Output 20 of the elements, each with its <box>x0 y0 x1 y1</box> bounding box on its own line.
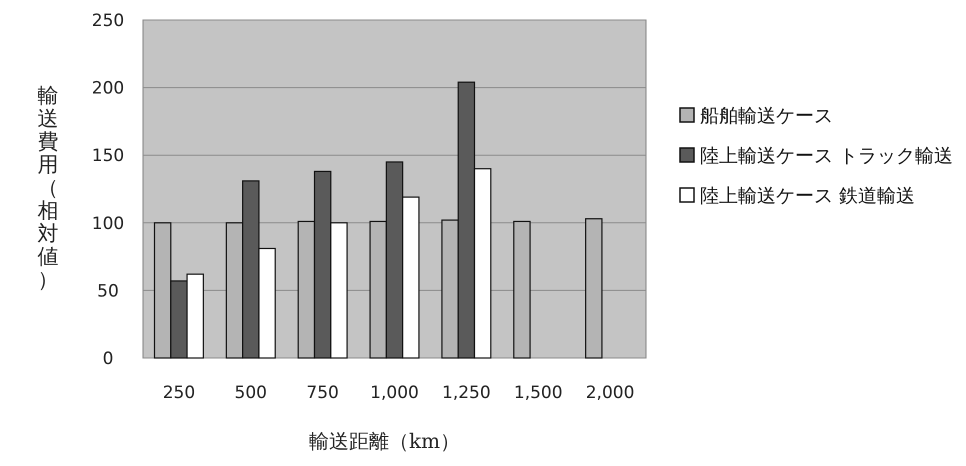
x-tick-label: 500 <box>234 383 268 403</box>
y-tick-label: 250 <box>92 11 124 31</box>
x-tick-label: 2,000 <box>586 383 634 403</box>
x-tick-label: 1,500 <box>514 383 563 403</box>
y-tick-label: 0 <box>102 349 114 369</box>
y-tick-label: 50 <box>97 281 119 302</box>
bar <box>513 220 531 359</box>
y-tick-label: 200 <box>92 78 124 99</box>
x-tick-label: 250 <box>162 383 196 403</box>
x-tick-label: 1,000 <box>370 383 419 403</box>
x-tick-label: 1,250 <box>442 383 491 403</box>
text: 輸送費用（相対値） <box>38 84 58 292</box>
x-tick-label: 750 <box>306 383 339 403</box>
x-axis-title: 輸送距離（km） <box>308 429 460 453</box>
legend-label: 陸上輸送ケース 鉄道輸送 <box>700 185 916 207</box>
bar <box>585 218 603 359</box>
legend-label: 陸上輸送ケース トラック輸送 <box>700 145 954 167</box>
y-tick-label: 100 <box>92 214 124 234</box>
y-tick-label: 150 <box>92 146 124 166</box>
legend-label: 船舶輸送ケース <box>700 105 833 127</box>
